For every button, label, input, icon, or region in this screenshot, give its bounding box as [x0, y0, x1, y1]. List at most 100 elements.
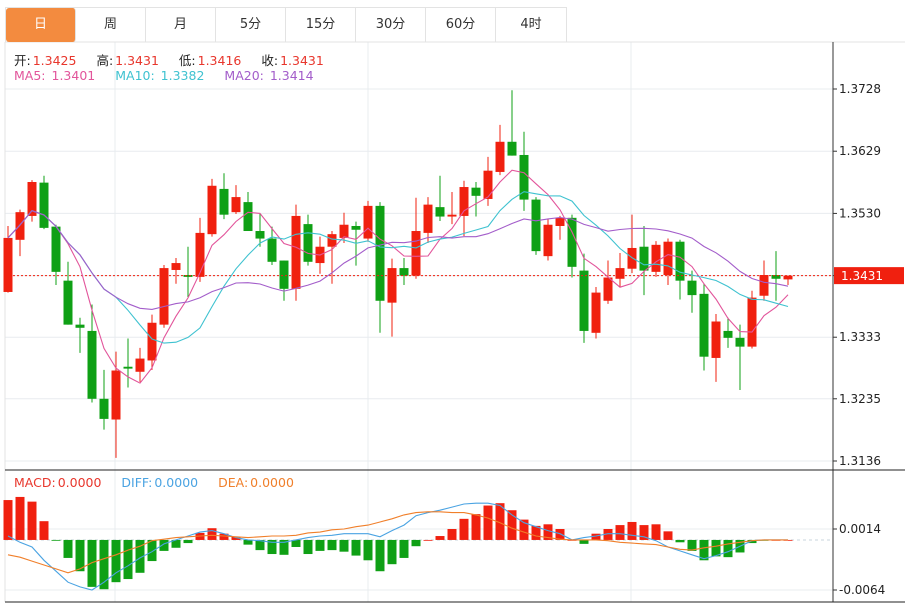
macd-bar	[231, 536, 241, 540]
candle-up	[627, 247, 637, 269]
high-value: 1.3431	[115, 53, 159, 68]
macd-bar	[687, 539, 697, 551]
macd-bar	[459, 518, 469, 540]
macd-bar	[363, 539, 373, 561]
candle-down	[219, 188, 229, 215]
macd-bar	[255, 539, 265, 551]
candle-down	[63, 280, 73, 325]
ma5-value: 1.3401	[51, 68, 96, 83]
candle-down	[567, 217, 577, 267]
candle-down	[87, 330, 97, 399]
open-value: 1.3425	[32, 53, 77, 68]
macd-bar	[603, 529, 613, 540]
macd-bar	[3, 500, 13, 540]
low-label: 低:	[178, 53, 196, 68]
candle-up	[747, 297, 757, 347]
ma-legend: MA5: 1.3401 MA10: 1.3382 MA20: 1.3414	[14, 68, 316, 83]
macd-bar	[339, 539, 349, 552]
dea-label: DEA:	[218, 475, 249, 490]
close-label: 收:	[261, 53, 279, 68]
macd-bar	[387, 539, 397, 565]
price-tick-label: 1.3629	[839, 144, 881, 158]
candle-up	[147, 322, 157, 361]
moving-average-lines	[7, 169, 789, 384]
tab-4hour[interactable]: 4时	[520, 17, 542, 32]
candle-down	[39, 182, 49, 228]
candle-up	[603, 277, 613, 301]
candle-down	[435, 207, 445, 217]
macd-bar	[375, 539, 385, 572]
current-price-badge	[834, 267, 904, 285]
macd-bar	[111, 539, 121, 583]
candle-down	[687, 280, 697, 296]
tab-day[interactable]: 日	[6, 8, 76, 42]
macd-bar	[291, 539, 301, 547]
candle-up	[759, 275, 769, 296]
candle-down	[699, 293, 709, 357]
price-tick-label: 1.3235	[839, 392, 881, 406]
macd-bar	[543, 524, 553, 540]
candle-down	[255, 231, 265, 239]
tab-30min[interactable]: 30分	[356, 8, 426, 42]
candle-up	[339, 224, 349, 238]
macd-bar	[447, 529, 457, 540]
tab-month[interactable]: 月	[146, 8, 216, 42]
macd-bar	[627, 521, 637, 540]
candle-up	[711, 321, 721, 358]
macd-bar	[591, 533, 601, 540]
candle-down	[75, 324, 85, 328]
candle-down	[471, 187, 481, 196]
macd-bar	[663, 531, 673, 540]
candle-up	[495, 141, 505, 172]
tab-5min[interactable]: 5分	[216, 8, 286, 42]
macd-bar	[423, 539, 433, 541]
candle-down	[723, 330, 733, 338]
candle-up	[3, 237, 13, 292]
candle-up	[543, 224, 553, 257]
current-price-label: 1.3431	[841, 269, 883, 283]
candle-down	[243, 202, 253, 232]
ma10-value: 1.3382	[160, 68, 205, 83]
candle-down	[183, 275, 193, 277]
macd-bar	[327, 539, 337, 551]
candle-up	[363, 205, 373, 239]
ma10-label: MA10:	[115, 68, 155, 83]
candle-down	[531, 199, 541, 252]
ma5-label: MA5:	[14, 68, 46, 83]
macd-bar	[135, 539, 145, 573]
low-value: 1.3416	[197, 53, 242, 68]
macd-panel	[3, 496, 833, 591]
tab-60min[interactable]: 60分	[426, 8, 496, 42]
grid-lines	[5, 42, 833, 602]
candle-up	[483, 170, 493, 199]
macd-bar	[699, 539, 709, 561]
macd-bar	[267, 539, 277, 555]
macd-bar	[27, 501, 37, 540]
macd-bar	[507, 510, 517, 540]
tab-15min[interactable]: 15分	[286, 8, 356, 42]
ma-line-ma20	[7, 210, 789, 310]
ma20-value: 1.3414	[269, 68, 314, 83]
price-tick-label: 1.3728	[839, 82, 881, 96]
candle-up	[195, 232, 205, 277]
tab-week[interactable]: 周	[76, 8, 146, 42]
macd-bar	[651, 524, 661, 540]
candle-up	[327, 234, 337, 247]
chart-frame	[4, 41, 905, 603]
candle-up	[783, 275, 793, 280]
dea-line	[7, 511, 788, 574]
macd-bar	[123, 539, 133, 580]
price-tick-label: 1.3530	[839, 206, 881, 220]
candle-up	[231, 197, 241, 213]
macd-bar	[243, 539, 253, 545]
ma-line-ma10	[7, 191, 789, 344]
macd-bar	[99, 539, 109, 590]
candle-up	[411, 231, 421, 276]
candle-down	[375, 205, 385, 301]
candle-up	[459, 187, 469, 216]
macd-bar	[183, 539, 193, 544]
macd-bar	[471, 514, 481, 540]
candle-up	[135, 358, 145, 372]
close-value: 1.3431	[280, 53, 324, 68]
